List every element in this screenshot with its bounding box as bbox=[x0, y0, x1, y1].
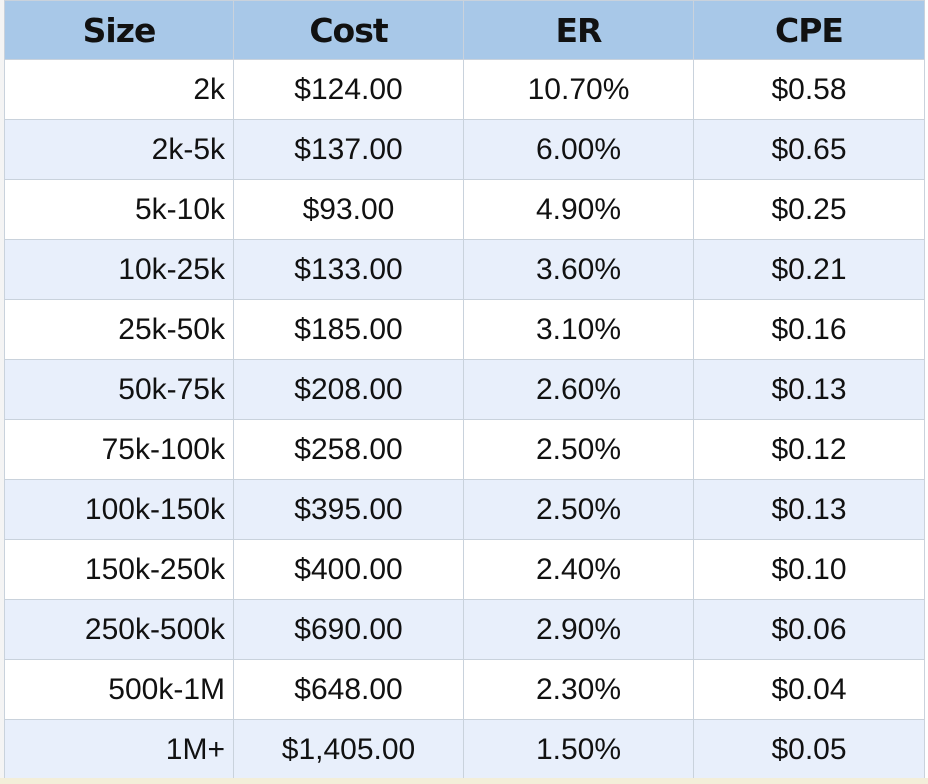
cost-cell[interactable]: $400.00 bbox=[233, 539, 464, 600]
table-row: 1M+ $1,405.00 1.50% $0.05 bbox=[4, 719, 925, 780]
er-cell[interactable]: 1.50% bbox=[463, 719, 694, 780]
size-cell[interactable]: 1M+ bbox=[4, 719, 234, 780]
cpe-cell[interactable]: $0.65 bbox=[693, 119, 925, 180]
table-row: 150k-250k $400.00 2.40% $0.10 bbox=[4, 539, 925, 600]
cost-cell[interactable]: $258.00 bbox=[233, 419, 464, 480]
size-cell[interactable]: 50k-75k bbox=[4, 359, 234, 420]
data-table: Size Cost ER CPE 2k $124.00 10.70% $0.58 2k-… bbox=[4, 0, 925, 780]
size-cell[interactable]: 10k-25k bbox=[4, 239, 234, 300]
cost-cell[interactable]: $124.00 bbox=[233, 59, 464, 120]
left-edge bbox=[0, 0, 4, 784]
table-row: 50k-75k $208.00 2.60% $0.13 bbox=[4, 359, 925, 420]
cpe-cell[interactable]: $0.05 bbox=[693, 719, 925, 780]
cost-cell[interactable]: $690.00 bbox=[233, 599, 464, 660]
er-cell[interactable]: 3.60% bbox=[463, 239, 694, 300]
er-cell[interactable]: 10.70% bbox=[463, 59, 694, 120]
er-cell[interactable]: 4.90% bbox=[463, 179, 694, 240]
er-cell[interactable]: 2.50% bbox=[463, 419, 694, 480]
table-row: 5k-10k $93.00 4.90% $0.25 bbox=[4, 179, 925, 240]
cost-cell[interactable]: $208.00 bbox=[233, 359, 464, 420]
cpe-cell[interactable]: $0.12 bbox=[693, 419, 925, 480]
header-row: Size Cost ER CPE bbox=[4, 0, 925, 60]
size-cell[interactable]: 100k-150k bbox=[4, 479, 234, 540]
table-row: 25k-50k $185.00 3.10% $0.16 bbox=[4, 299, 925, 360]
header-er[interactable]: ER bbox=[463, 0, 694, 60]
er-cell[interactable]: 2.60% bbox=[463, 359, 694, 420]
size-cell[interactable]: 75k-100k bbox=[4, 419, 234, 480]
table-row: 500k-1M $648.00 2.30% $0.04 bbox=[4, 659, 925, 720]
cost-cell[interactable]: $1,405.00 bbox=[233, 719, 464, 780]
size-cell[interactable]: 2k-5k bbox=[4, 119, 234, 180]
cpe-cell[interactable]: $0.16 bbox=[693, 299, 925, 360]
cost-cell[interactable]: $133.00 bbox=[233, 239, 464, 300]
cpe-cell[interactable]: $0.21 bbox=[693, 239, 925, 300]
er-cell[interactable]: 2.50% bbox=[463, 479, 694, 540]
cpe-cell[interactable]: $0.04 bbox=[693, 659, 925, 720]
size-cell[interactable]: 150k-250k bbox=[4, 539, 234, 600]
header-cost[interactable]: Cost bbox=[233, 0, 464, 60]
table-row: 10k-25k $133.00 3.60% $0.21 bbox=[4, 239, 925, 300]
cost-cell[interactable]: $395.00 bbox=[233, 479, 464, 540]
cpe-cell[interactable]: $0.13 bbox=[693, 359, 925, 420]
table-row: 250k-500k $690.00 2.90% $0.06 bbox=[4, 599, 925, 660]
size-cell[interactable]: 5k-10k bbox=[4, 179, 234, 240]
table-row: 75k-100k $258.00 2.50% $0.12 bbox=[4, 419, 925, 480]
table-body: 2k $124.00 10.70% $0.58 2k-5k $137.00 6.00% $0.… bbox=[4, 59, 925, 780]
bottom-edge bbox=[0, 778, 928, 784]
cost-cell[interactable]: $137.00 bbox=[233, 119, 464, 180]
size-cell[interactable]: 2k bbox=[4, 59, 234, 120]
header-cpe[interactable]: CPE bbox=[693, 0, 925, 60]
cost-cell[interactable]: $93.00 bbox=[233, 179, 464, 240]
er-cell[interactable]: 3.10% bbox=[463, 299, 694, 360]
er-cell[interactable]: 2.90% bbox=[463, 599, 694, 660]
er-cell[interactable]: 2.40% bbox=[463, 539, 694, 600]
er-cell[interactable]: 2.30% bbox=[463, 659, 694, 720]
cpe-cell[interactable]: $0.10 bbox=[693, 539, 925, 600]
table-row: 2k $124.00 10.70% $0.58 bbox=[4, 59, 925, 120]
cpe-cell[interactable]: $0.13 bbox=[693, 479, 925, 540]
cost-cell[interactable]: $648.00 bbox=[233, 659, 464, 720]
table-row: 100k-150k $395.00 2.50% $0.13 bbox=[4, 479, 925, 540]
header-size[interactable]: Size bbox=[4, 0, 234, 60]
size-cell[interactable]: 250k-500k bbox=[4, 599, 234, 660]
size-cell[interactable]: 500k-1M bbox=[4, 659, 234, 720]
cost-cell[interactable]: $185.00 bbox=[233, 299, 464, 360]
cpe-cell[interactable]: $0.06 bbox=[693, 599, 925, 660]
er-cell[interactable]: 6.00% bbox=[463, 119, 694, 180]
size-cell[interactable]: 25k-50k bbox=[4, 299, 234, 360]
table-row: 2k-5k $137.00 6.00% $0.65 bbox=[4, 119, 925, 180]
cpe-cell[interactable]: $0.25 bbox=[693, 179, 925, 240]
cpe-cell[interactable]: $0.58 bbox=[693, 59, 925, 120]
